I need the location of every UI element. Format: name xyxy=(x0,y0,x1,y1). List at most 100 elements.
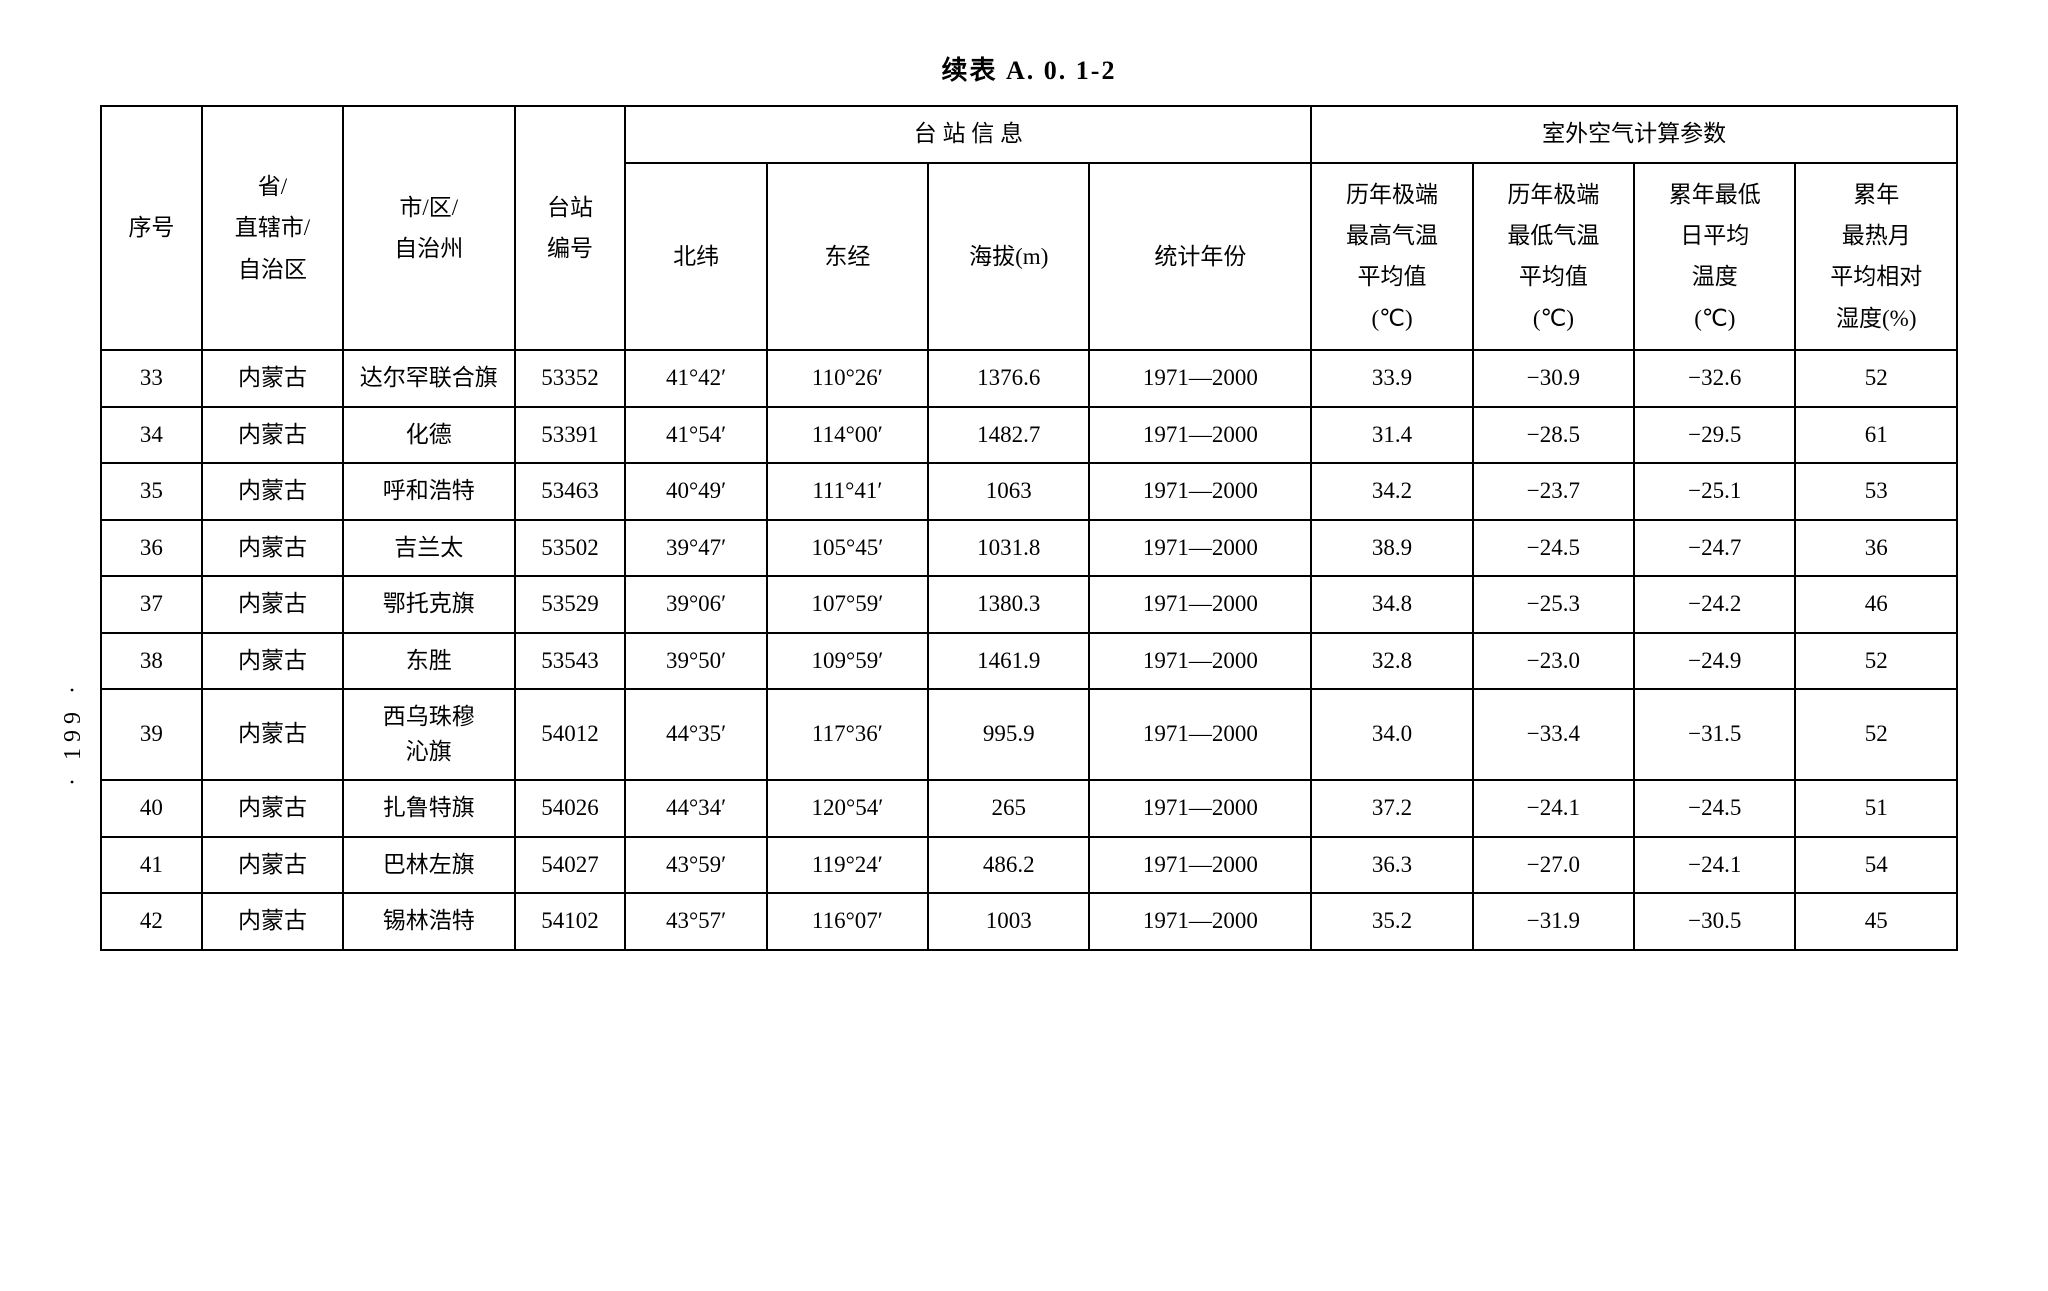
cell-stationId: 54026 xyxy=(515,780,626,837)
cell-minT: −30.9 xyxy=(1473,350,1634,407)
cell-lat: 44°34′ xyxy=(625,780,766,837)
cell-hum: 36 xyxy=(1795,520,1957,577)
cell-maxT: 35.2 xyxy=(1311,893,1472,950)
cell-seq: 36 xyxy=(101,520,202,577)
cell-lat: 44°35′ xyxy=(625,689,766,780)
cell-alt: 1063 xyxy=(928,463,1089,520)
cell-minT: −23.7 xyxy=(1473,463,1634,520)
cell-seq: 35 xyxy=(101,463,202,520)
header-avg-min-daily: 累年最低日平均温度(℃) xyxy=(1634,163,1795,351)
table-header: 序号 省/直辖市/自治区 市/区/自治州 台站编号 台 站 信 息 室外空气计算… xyxy=(101,106,1957,350)
table-row: 39内蒙古西乌珠穆沁旗5401244°35′117°36′995.91971—2… xyxy=(101,689,1957,780)
cell-city: 巴林左旗 xyxy=(343,837,514,894)
cell-years: 1971—2000 xyxy=(1089,407,1311,464)
table-row: 34内蒙古化德5339141°54′114°00′1482.71971—2000… xyxy=(101,407,1957,464)
cell-lat: 41°42′ xyxy=(625,350,766,407)
cell-lat: 41°54′ xyxy=(625,407,766,464)
header-outdoor-params-group: 室外空气计算参数 xyxy=(1311,106,1957,163)
cell-lon: 116°07′ xyxy=(767,893,928,950)
cell-stationId: 53543 xyxy=(515,633,626,690)
table-row: 42内蒙古锡林浩特5410243°57′116°07′10031971—2000… xyxy=(101,893,1957,950)
cell-stationId: 53502 xyxy=(515,520,626,577)
cell-avgMin: −29.5 xyxy=(1634,407,1795,464)
table-row: 33内蒙古达尔罕联合旗5335241°42′110°26′1376.61971—… xyxy=(101,350,1957,407)
cell-stationId: 54102 xyxy=(515,893,626,950)
cell-avgMin: −24.7 xyxy=(1634,520,1795,577)
cell-stationId: 54012 xyxy=(515,689,626,780)
cell-hum: 46 xyxy=(1795,576,1957,633)
table-title: 续表 A. 0. 1-2 xyxy=(100,50,1958,87)
cell-alt: 1482.7 xyxy=(928,407,1089,464)
cell-province: 内蒙古 xyxy=(202,520,343,577)
cell-years: 1971—2000 xyxy=(1089,893,1311,950)
cell-province: 内蒙古 xyxy=(202,350,343,407)
header-station-id: 台站编号 xyxy=(515,106,626,350)
header-min-temp: 历年极端最低气温平均值(℃) xyxy=(1473,163,1634,351)
header-max-temp: 历年极端最高气温平均值(℃) xyxy=(1311,163,1472,351)
cell-lon: 105°45′ xyxy=(767,520,928,577)
cell-minT: −24.1 xyxy=(1473,780,1634,837)
cell-lon: 110°26′ xyxy=(767,350,928,407)
cell-lon: 117°36′ xyxy=(767,689,928,780)
cell-city: 呼和浩特 xyxy=(343,463,514,520)
cell-hum: 45 xyxy=(1795,893,1957,950)
cell-minT: −33.4 xyxy=(1473,689,1634,780)
cell-minT: −31.9 xyxy=(1473,893,1634,950)
table-body: 33内蒙古达尔罕联合旗5335241°42′110°26′1376.61971—… xyxy=(101,350,1957,950)
cell-city: 东胜 xyxy=(343,633,514,690)
cell-hum: 54 xyxy=(1795,837,1957,894)
cell-years: 1971—2000 xyxy=(1089,350,1311,407)
cell-minT: −25.3 xyxy=(1473,576,1634,633)
cell-years: 1971—2000 xyxy=(1089,576,1311,633)
cell-years: 1971—2000 xyxy=(1089,633,1311,690)
cell-seq: 33 xyxy=(101,350,202,407)
cell-hum: 52 xyxy=(1795,633,1957,690)
cell-years: 1971—2000 xyxy=(1089,837,1311,894)
cell-maxT: 31.4 xyxy=(1311,407,1472,464)
cell-lon: 107°59′ xyxy=(767,576,928,633)
header-lat: 北纬 xyxy=(625,163,766,351)
cell-province: 内蒙古 xyxy=(202,407,343,464)
cell-maxT: 36.3 xyxy=(1311,837,1472,894)
cell-province: 内蒙古 xyxy=(202,633,343,690)
cell-years: 1971—2000 xyxy=(1089,463,1311,520)
cell-stationId: 53391 xyxy=(515,407,626,464)
cell-lat: 43°57′ xyxy=(625,893,766,950)
cell-years: 1971—2000 xyxy=(1089,520,1311,577)
header-stat-years: 统计年份 xyxy=(1089,163,1311,351)
cell-stationId: 53352 xyxy=(515,350,626,407)
cell-maxT: 37.2 xyxy=(1311,780,1472,837)
cell-years: 1971—2000 xyxy=(1089,780,1311,837)
cell-alt: 1461.9 xyxy=(928,633,1089,690)
cell-city: 锡林浩特 xyxy=(343,893,514,950)
cell-maxT: 33.9 xyxy=(1311,350,1472,407)
cell-seq: 38 xyxy=(101,633,202,690)
cell-city: 吉兰太 xyxy=(343,520,514,577)
cell-avgMin: −25.1 xyxy=(1634,463,1795,520)
cell-province: 内蒙古 xyxy=(202,837,343,894)
cell-stationId: 53463 xyxy=(515,463,626,520)
cell-minT: −24.5 xyxy=(1473,520,1634,577)
header-hot-humidity: 累年最热月平均相对湿度(%) xyxy=(1795,163,1957,351)
cell-lon: 114°00′ xyxy=(767,407,928,464)
cell-province: 内蒙古 xyxy=(202,463,343,520)
page-number: · 199 · xyxy=(60,680,87,786)
cell-hum: 53 xyxy=(1795,463,1957,520)
cell-province: 内蒙古 xyxy=(202,689,343,780)
header-altitude: 海拔(m) xyxy=(928,163,1089,351)
cell-avgMin: −24.9 xyxy=(1634,633,1795,690)
cell-alt: 265 xyxy=(928,780,1089,837)
cell-lat: 43°59′ xyxy=(625,837,766,894)
cell-province: 内蒙古 xyxy=(202,576,343,633)
cell-lon: 119°24′ xyxy=(767,837,928,894)
cell-province: 内蒙古 xyxy=(202,780,343,837)
cell-seq: 39 xyxy=(101,689,202,780)
cell-maxT: 38.9 xyxy=(1311,520,1472,577)
cell-alt: 486.2 xyxy=(928,837,1089,894)
cell-city: 化德 xyxy=(343,407,514,464)
table-row: 38内蒙古东胜5354339°50′109°59′1461.91971—2000… xyxy=(101,633,1957,690)
header-seq: 序号 xyxy=(101,106,202,350)
cell-maxT: 34.8 xyxy=(1311,576,1472,633)
cell-avgMin: −32.6 xyxy=(1634,350,1795,407)
cell-maxT: 34.0 xyxy=(1311,689,1472,780)
